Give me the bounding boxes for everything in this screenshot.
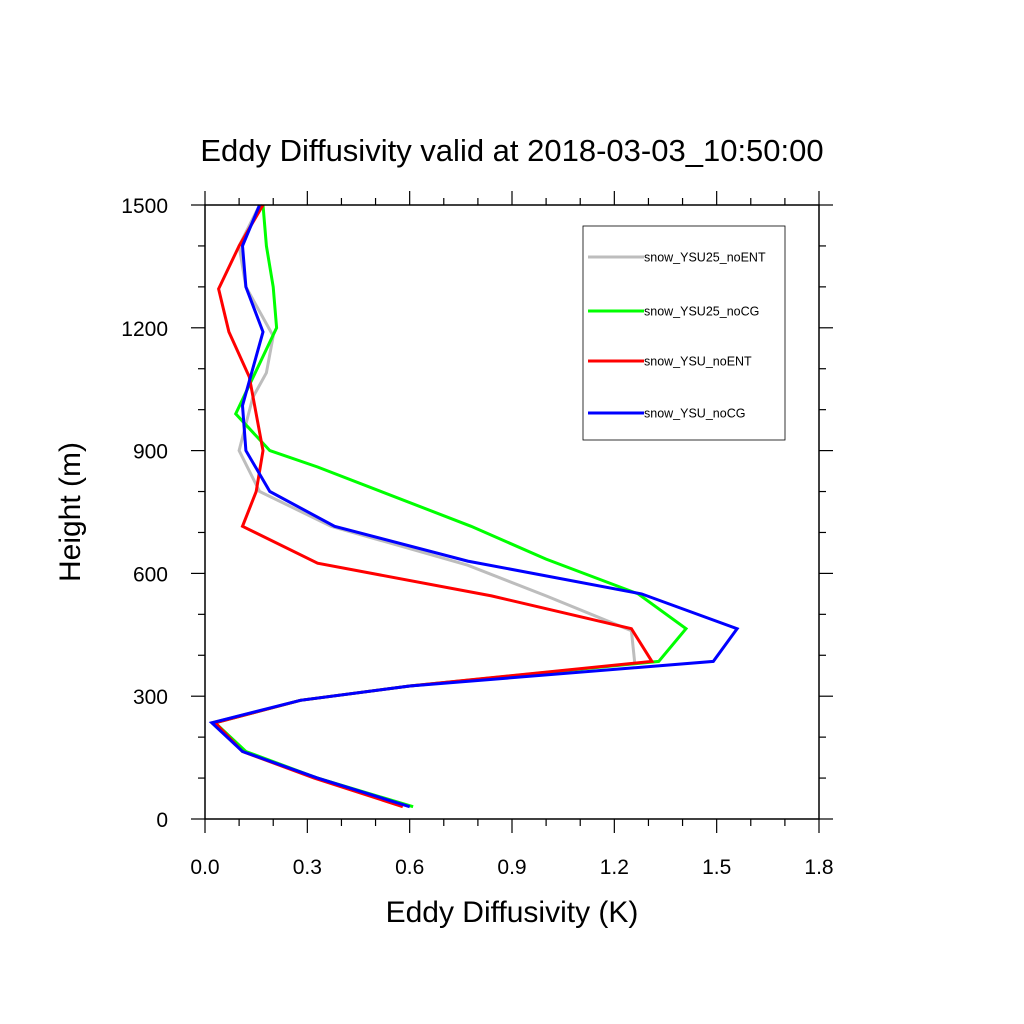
y-tick-label: 600 [133,563,168,586]
x-tick-label: 1.8 [804,856,833,879]
x-tick-label: 0.0 [190,856,219,879]
x-tick-label: 0.3 [293,856,322,879]
legend-label: snow_YSU_noENT [644,355,752,369]
legend-box [582,225,786,441]
y-tick-label: 0 [156,809,168,832]
x-tick-label: 0.6 [395,856,424,879]
legend-label: snow_YSU25_noENT [644,251,766,265]
x-tick-label: 1.5 [702,856,731,879]
legend: snow_YSU25_noENT snow_YSU25_noCG snow_YSU_… [582,225,786,441]
chart-title: Eddy Diffusivity valid at 2018-03-03_10:… [200,133,823,168]
y-tick-label: 900 [133,441,168,464]
series-line-snow_YSU_noCG [208,204,740,809]
legend-label: snow_YSU25_noCG [644,305,759,319]
x-tick-label: 0.9 [497,856,526,879]
y-axis-label: Height (m) [54,442,87,582]
x-tick-label: 1.2 [600,856,629,879]
x-tick-labels: 0.0 0.3 0.6 0.9 1.2 1.5 1.8 [190,856,833,879]
y-tick-label: 1500 [121,195,168,218]
y-tick-label: 300 [133,686,168,709]
y-tick-labels: 0 300 600 900 1200 1500 [121,195,168,832]
x-axis-label: Eddy Diffusivity (K) [386,896,639,929]
legend-label: snow_YSU_noCG [644,407,745,421]
series-line-snow_YSU_noENT [212,204,655,809]
plot-frame [204,204,820,820]
axis-ticks [191,191,833,833]
y-tick-label: 1200 [121,318,168,341]
plot-lines [208,204,740,809]
